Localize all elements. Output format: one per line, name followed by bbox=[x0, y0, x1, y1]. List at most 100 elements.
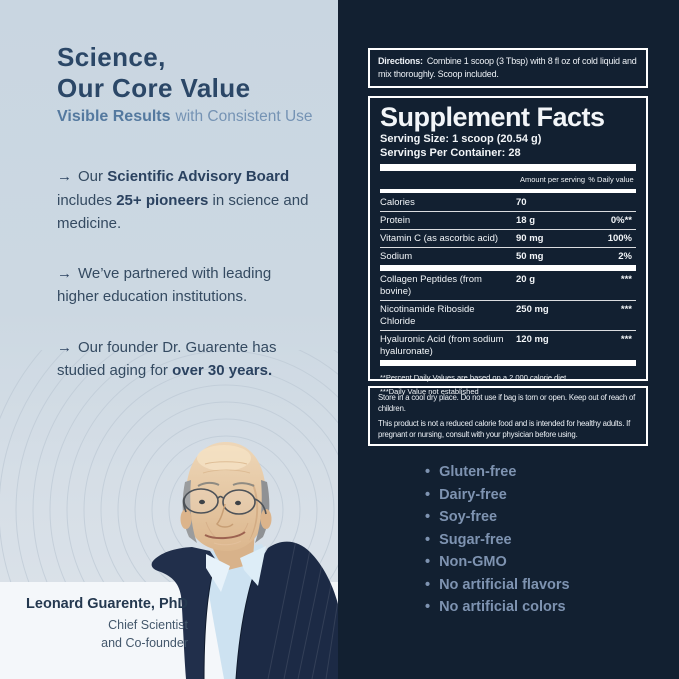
bullet-text-bold: over 30 years. bbox=[172, 362, 273, 379]
fact-row-sodium: Sodium 50 mg 2% bbox=[380, 248, 636, 265]
feature-label: Non-GMO bbox=[439, 554, 507, 570]
bullet-partnerships: → We’ve partnered with leading higher edu… bbox=[57, 262, 285, 309]
fact-row-collagen: Collagen Peptides (from bovine) 20 g *** bbox=[380, 271, 636, 300]
feature-sugar-free: • Sugar-free bbox=[425, 529, 570, 552]
directions-label: Directions: bbox=[378, 56, 423, 66]
footnote-not-established: ***Daily Value not established bbox=[380, 387, 479, 396]
arrow-right-icon: → bbox=[57, 338, 72, 356]
subtitle-bold: Visible Results bbox=[57, 108, 171, 125]
facts-header-row: Amount per serving % Daily value bbox=[380, 171, 636, 187]
row-divider bbox=[380, 330, 636, 331]
bullet-founder: → Our founder Dr. Guarente has studied ag… bbox=[57, 336, 305, 383]
shirt-collar bbox=[206, 546, 266, 592]
feature-label: Dairy-free bbox=[439, 486, 507, 503]
fact-name: Hyaluronic Acid (from sodium hyaluronate… bbox=[380, 333, 504, 357]
bullet-advisory-board: → Our Scientific Advisory Board includes … bbox=[57, 165, 319, 236]
headline-line-2: Our Core Value bbox=[57, 73, 251, 103]
bullet-text: in science and medicine. bbox=[57, 191, 309, 233]
fact-name: Calories bbox=[380, 196, 415, 208]
fact-row-vitamin-c: Vitamin C (as ascorbic acid) 90 mg 100% bbox=[380, 230, 636, 247]
feature-label: Soy-free bbox=[439, 509, 498, 525]
subtitle-rest: with Consistent Use bbox=[175, 108, 313, 125]
servings-per-container: Servings Per Container: 28 bbox=[380, 147, 521, 159]
bullet-dot-icon: • bbox=[425, 531, 431, 548]
fact-dv: *** bbox=[620, 273, 632, 285]
footnote-daily-values: **Percent Daily Values are based on a 2,… bbox=[380, 373, 569, 382]
eyebrows bbox=[197, 481, 255, 487]
fact-amount: 120 mg bbox=[516, 333, 549, 345]
feature-gluten-free: • Gluten-free bbox=[425, 461, 570, 484]
portrait-caption: Leonard Guarente, PhD Chief Scientist an… bbox=[12, 594, 188, 652]
nose bbox=[215, 503, 234, 528]
person-role-line-2: and Co-founder bbox=[101, 635, 188, 650]
feature-non-gmo: • Non-GMO bbox=[425, 551, 570, 574]
fact-dv: 0%** bbox=[610, 214, 632, 226]
subtitle: Visible Results with Consistent Use bbox=[57, 108, 313, 126]
feature-label: Gluten-free bbox=[439, 464, 517, 480]
fact-amount: 70 bbox=[516, 196, 527, 208]
divider-thin bbox=[380, 189, 636, 193]
feature-label: Sugar-free bbox=[439, 531, 512, 548]
fact-row-hyaluronic: Hyaluronic Acid (from sodium hyaluronate… bbox=[380, 331, 636, 360]
column-spacer bbox=[380, 175, 520, 184]
bullet-dot-icon: • bbox=[425, 486, 431, 503]
feature-no-artificial-colors: • No artificial colors bbox=[425, 596, 570, 619]
ear-left bbox=[180, 509, 192, 529]
headline-line-1: Science, bbox=[57, 42, 166, 72]
bullet-text: Our bbox=[78, 168, 108, 185]
left-panel: Science, Our Core Value Visible Results w… bbox=[0, 0, 338, 679]
divider-mid bbox=[380, 265, 636, 271]
bullet-text: Our founder Dr. Guarente has studied agi… bbox=[57, 338, 277, 380]
directions-box: Directions: Combine 1 scoop (3 Tbsp) with… bbox=[368, 48, 648, 88]
row-divider bbox=[380, 247, 636, 248]
fact-amount: 20 g bbox=[516, 273, 536, 285]
fact-row-nicotinamide: Nicotinamide Riboside Chloride 250 mg **… bbox=[380, 301, 636, 330]
fact-dv: *** bbox=[620, 333, 632, 345]
feature-dairy-free: • Dairy-free bbox=[425, 484, 570, 507]
fact-name: Collagen Peptides (from bovine) bbox=[380, 273, 482, 297]
bald-head-highlight bbox=[197, 445, 251, 471]
divider-thick bbox=[380, 164, 636, 171]
fact-dv bbox=[582, 197, 636, 209]
bullet-points: → Our Scientific Advisory Board includes … bbox=[57, 165, 319, 383]
feature-label: No artificial colors bbox=[439, 599, 566, 615]
fact-row-calories: Calories 70 bbox=[380, 194, 636, 211]
divider-mid bbox=[380, 360, 636, 366]
feature-list: • Gluten-free • Dairy-free • Soy-free • Suga… bbox=[425, 461, 570, 619]
storage-line-2: This product is not a reduced calorie fo… bbox=[378, 419, 631, 439]
fact-amount: 90 mg bbox=[516, 232, 544, 244]
supplement-facts-title: Supplement Facts bbox=[380, 102, 605, 132]
mouth bbox=[204, 531, 246, 540]
bullet-text: includes bbox=[57, 191, 117, 209]
supplement-facts-panel: Supplement Facts Serving Size: 1 scoop (… bbox=[368, 96, 648, 396]
headline: Science, Our Core Value bbox=[57, 42, 250, 104]
bullet-text-bold: 25+ pioneers bbox=[116, 191, 209, 209]
bullet-dot-icon: • bbox=[425, 576, 431, 593]
arrow-right-icon: → bbox=[57, 264, 72, 282]
arrow-right-icon: → bbox=[57, 168, 72, 185]
fact-amount: 18 g bbox=[516, 214, 536, 226]
fact-dv: 2% bbox=[618, 250, 632, 262]
bullet-text-bold: Scientific Advisory Board bbox=[107, 168, 290, 185]
fact-dv: *** bbox=[620, 303, 632, 315]
fact-name: Vitamin C (as ascorbic acid) bbox=[380, 232, 499, 244]
bullet-dot-icon: • bbox=[425, 509, 431, 525]
forehead-lines bbox=[202, 461, 251, 474]
fact-name: Protein bbox=[380, 214, 411, 226]
fact-amount: 50 mg bbox=[516, 250, 544, 262]
serving-size: Serving Size: 1 scoop (20.54 g) bbox=[380, 133, 542, 145]
directions-text: Combine 1 scoop (3 Tbsp) with 8 fl oz of… bbox=[378, 56, 637, 79]
fact-dv: 100% bbox=[607, 232, 632, 244]
row-divider bbox=[380, 211, 636, 212]
person-role-line-1: Chief Scientist bbox=[108, 618, 188, 632]
feature-soy-free: • Soy-free bbox=[425, 506, 570, 529]
feature-no-artificial-flavors: • No artificial flavors bbox=[425, 574, 570, 597]
bullet-dot-icon: • bbox=[425, 554, 431, 570]
fact-name: Sodium bbox=[380, 250, 413, 262]
fact-amount: 250 mg bbox=[516, 303, 549, 315]
column-daily-value: % Daily value bbox=[588, 175, 634, 184]
person-name: Leonard Guarente, PhD bbox=[26, 596, 188, 612]
row-divider bbox=[380, 300, 636, 301]
row-divider bbox=[380, 229, 636, 230]
